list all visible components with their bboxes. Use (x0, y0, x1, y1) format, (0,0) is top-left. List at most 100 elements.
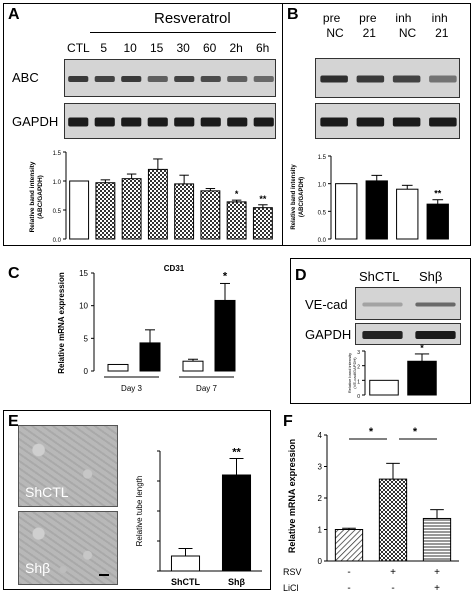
western-blot-abc (315, 58, 460, 98)
y-tick-label: 2 (357, 365, 360, 371)
bar (252, 207, 273, 240)
image-label: Shβ (25, 560, 51, 576)
lane-label: NC (398, 26, 417, 40)
bar (214, 299, 236, 372)
panel-label: D (295, 267, 307, 284)
band (68, 117, 89, 127)
y-tick-label: 1.0 (318, 183, 327, 189)
bar (174, 183, 195, 240)
bar (226, 201, 247, 240)
bar (221, 474, 252, 572)
western-blot-gapdh (315, 103, 460, 139)
significance-marker: * (235, 189, 239, 199)
bar-chart-b: 0.0 0.5 1.0 1.5 ** Relative band intensity (AB… (291, 155, 449, 244)
x-category-label: ShCTL (171, 577, 200, 587)
blot-label-vecad: VE-cad (305, 297, 348, 312)
lane-label: pre (359, 11, 377, 25)
bar (335, 183, 358, 240)
bar-chart-f: 0 1 2 3 4 Relative mRNA expression * * RSV - + + LiC… (283, 426, 459, 594)
bar (147, 168, 168, 240)
y-tick-label: 1.5 (53, 151, 62, 157)
band (227, 117, 248, 127)
bar (121, 178, 142, 240)
significance-marker: * (223, 270, 228, 282)
lane-label: 21 (362, 26, 376, 40)
band (320, 117, 348, 127)
treatment-label: Resveratrol (154, 10, 231, 27)
significance-marker: * (413, 426, 418, 438)
western-blot-abc (64, 59, 276, 97)
band (362, 331, 403, 339)
bar (139, 342, 161, 372)
band (200, 117, 221, 127)
lane-label: 2h (229, 41, 243, 55)
panel-label: A (8, 6, 20, 23)
y-tick-label: 4 (155, 513, 156, 514)
significance-marker: * (369, 426, 374, 438)
bar (334, 529, 364, 562)
significance-marker: * (420, 343, 424, 353)
y-tick-label: 0 (318, 557, 323, 566)
blot-label-abc: ABC (12, 70, 39, 85)
condition-row-label: LiCl (283, 583, 299, 593)
band (429, 117, 457, 127)
image-label: ShCTL (25, 484, 69, 500)
y-tick-label: 0 (155, 573, 156, 574)
significance-marker: ** (259, 194, 267, 204)
blot-label-gapdh: GAPDH (305, 327, 352, 342)
bar (369, 379, 399, 396)
y-axis-label: Relative band intensity (347, 353, 352, 393)
band (200, 76, 221, 82)
condition-mark: - (347, 583, 350, 594)
lane-label: 6h (255, 41, 270, 55)
y-tick-label: 15 (79, 269, 88, 278)
bar (396, 188, 419, 240)
bar (200, 190, 221, 240)
condition-row-label: RSV (283, 567, 302, 577)
bar (107, 363, 129, 372)
band (362, 302, 403, 307)
band (392, 117, 421, 127)
band (392, 75, 421, 83)
panel-label: C (8, 265, 20, 282)
band (174, 76, 195, 82)
band (94, 117, 115, 127)
band (227, 76, 248, 82)
lane-label: NC (326, 26, 344, 40)
y-tick-label: 1.0 (53, 180, 62, 186)
condition-mark: + (434, 567, 440, 578)
lane-label: 21 (435, 26, 449, 40)
band (429, 75, 457, 83)
y-axis-label: Relative band intensity (291, 164, 297, 230)
bar-chart-d: 0 1 2 3 * Relative band intensity (VE-cad/GAPD… (347, 343, 437, 400)
lane-label: 30 (176, 41, 190, 55)
band (415, 331, 456, 339)
y-axis-label: Relative mRNA expression (57, 272, 66, 374)
panel-e: E ShCTL Shβ 0 2 4 6 8 ** Relative tube length S… (3, 410, 271, 590)
y-tick-label: 3 (357, 350, 360, 356)
band (147, 117, 168, 127)
bar (407, 360, 437, 396)
bar-chart-a: 0.00.51.01.5* **Relative band intensity (A… (29, 151, 273, 244)
western-blot-vecad (355, 287, 461, 320)
lane-label-shbeta: Shβ (419, 269, 443, 284)
y-tick-label: 8 (155, 453, 156, 454)
band (68, 76, 89, 82)
x-category-label: Shβ (228, 577, 246, 587)
significance-marker: ** (232, 447, 241, 459)
bar (426, 203, 449, 240)
panel-b: B pre NC pre 21 inh NC inh 21 0.0 0.5 1.0 1.5 ** Rel… (282, 3, 471, 246)
y-tick-label: 0 (357, 394, 360, 400)
panel-label: F (283, 413, 293, 430)
chart-title: CD31 (164, 264, 185, 273)
y-tick-label: 0.5 (318, 210, 327, 216)
y-tick-label: 5 (84, 334, 89, 343)
band (174, 117, 195, 127)
condition-mark: - (347, 567, 350, 578)
band (320, 75, 348, 83)
band (356, 117, 385, 127)
y-axis-label: (VE-cad/GAPDH) (352, 357, 357, 389)
bar-chart-e: 0 2 4 6 8 ** Relative tube length ShCTL Shβ (135, 447, 262, 587)
y-tick-label: 0.5 (53, 209, 62, 215)
x-category-label: Day 3 (121, 384, 142, 393)
